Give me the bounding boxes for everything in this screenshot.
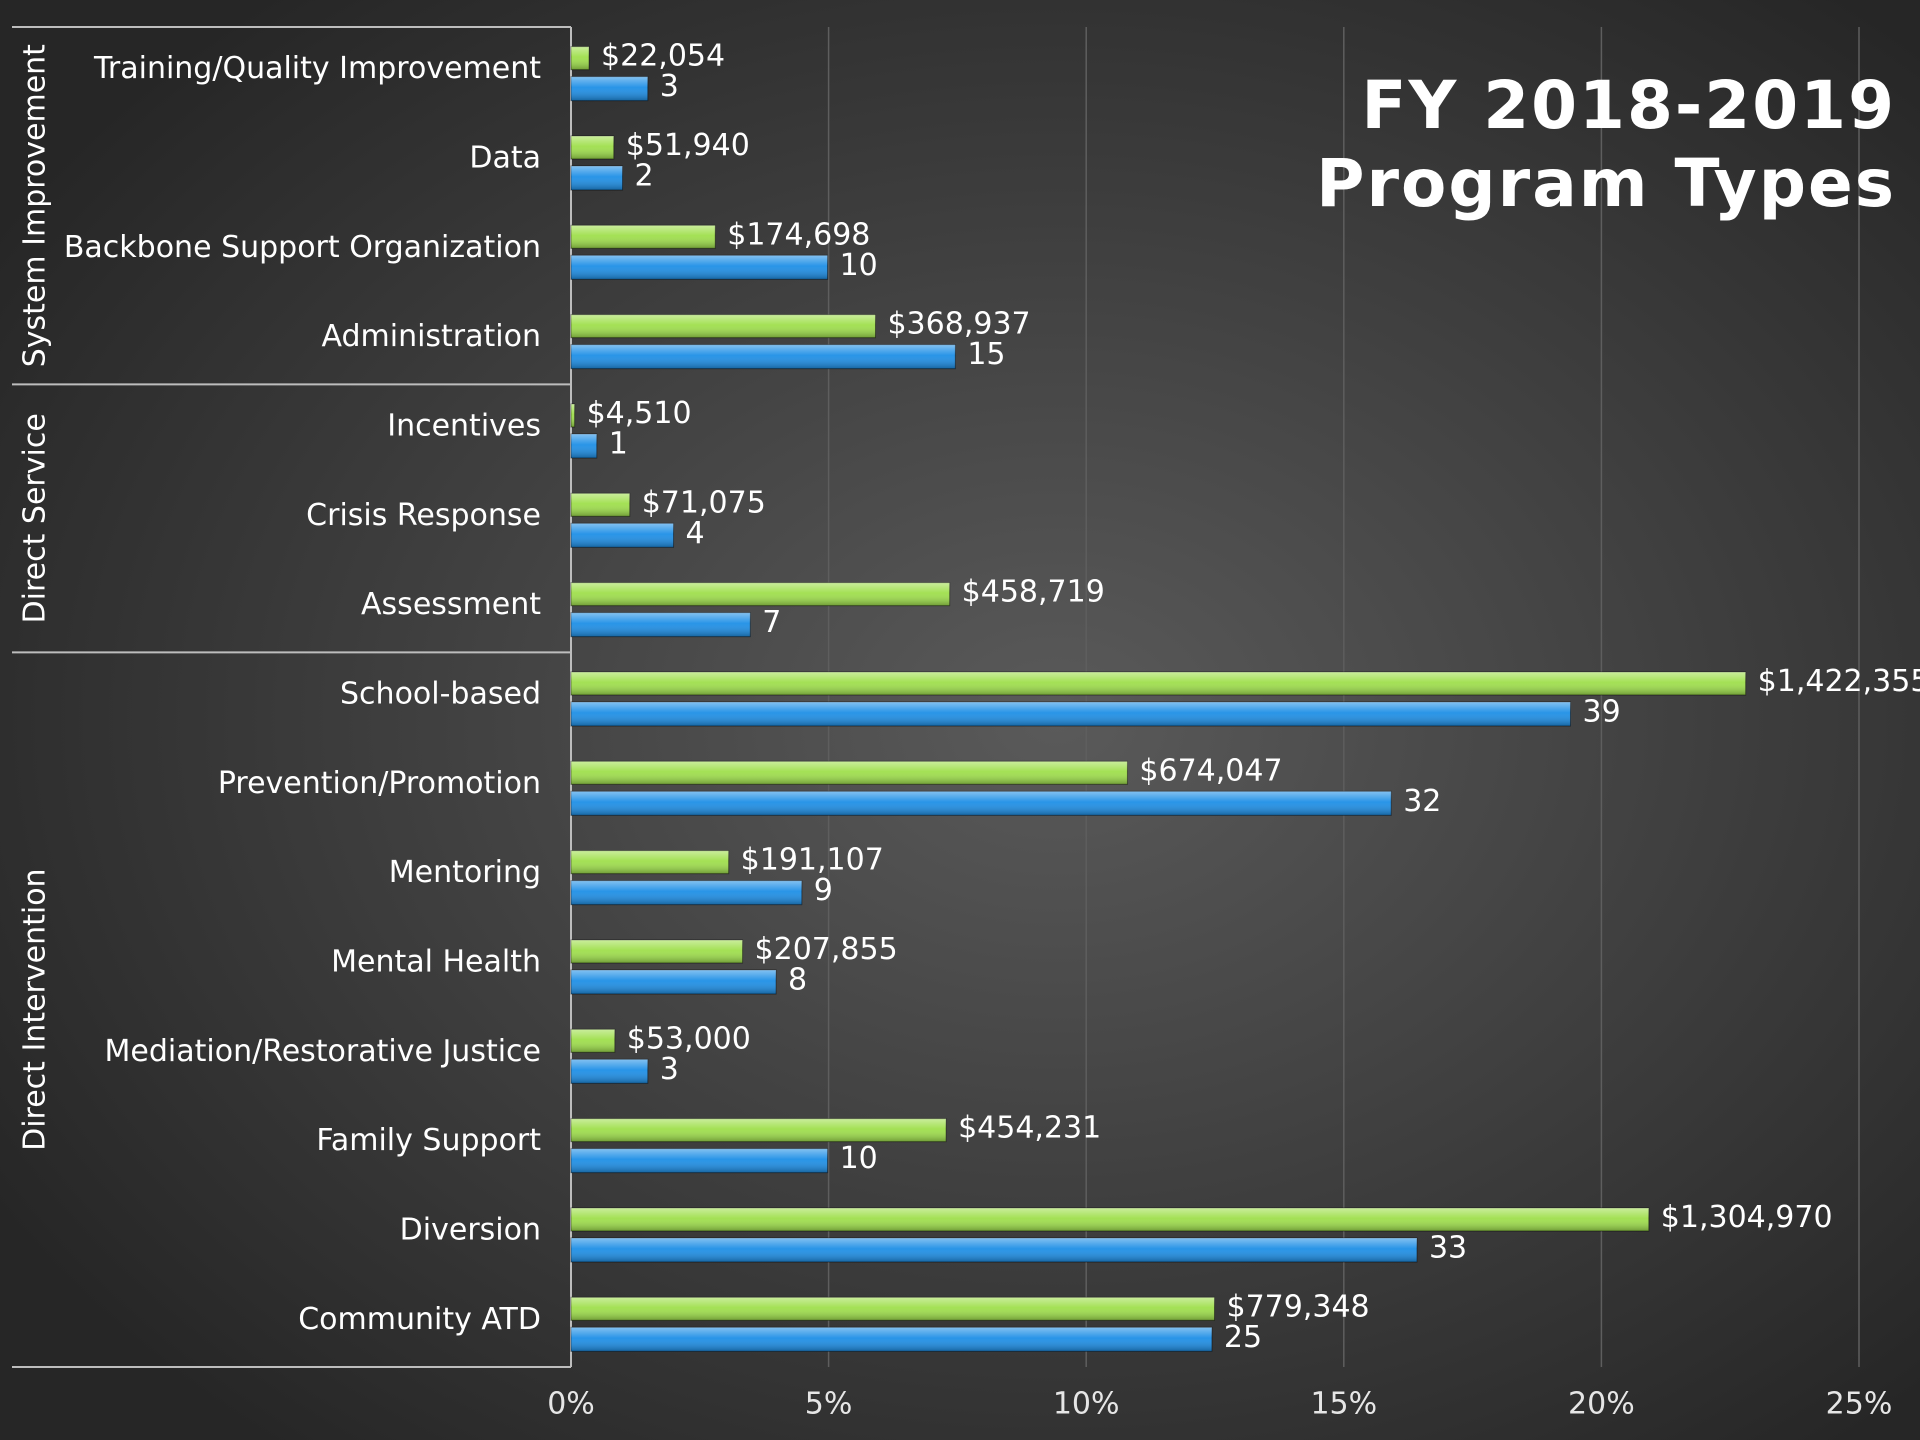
value-label: $458,719	[962, 575, 1105, 610]
value-label: $1,304,970	[1661, 1200, 1833, 1235]
bar-shine	[571, 1118, 947, 1142]
value-label: $22,054	[601, 39, 725, 74]
category-label: Diversion	[400, 1213, 541, 1248]
bar-shine	[571, 940, 743, 963]
x-tick-label: 10%	[1053, 1387, 1120, 1422]
value-label: $53,000	[627, 1021, 751, 1056]
value-label: 4	[686, 516, 705, 551]
category-label: Incentives	[387, 409, 541, 444]
value-label: $1,422,355	[1758, 664, 1920, 699]
bar-shine	[571, 672, 1746, 695]
value-label: $454,231	[958, 1111, 1101, 1146]
category-label: Mediation/Restorative Justice	[105, 1034, 541, 1069]
bar-shine	[571, 1059, 648, 1084]
value-label: 33	[1429, 1231, 1467, 1266]
category-label: Prevention/Promotion	[218, 766, 541, 801]
value-label: 32	[1403, 784, 1441, 819]
value-label: 7	[762, 605, 781, 640]
value-label: 9	[814, 873, 833, 908]
chart-title: FY 2018-2019	[1361, 67, 1896, 144]
bar-shine	[571, 1297, 1215, 1321]
value-label: $174,698	[727, 217, 870, 252]
value-label: $51,940	[626, 128, 750, 163]
value-label: 3	[660, 1052, 679, 1087]
value-label: $368,937	[887, 307, 1030, 342]
bar-shine	[571, 880, 802, 905]
category-label: Community ATD	[298, 1302, 541, 1337]
value-label: 10	[840, 248, 878, 283]
category-label: Crisis Response	[306, 498, 541, 533]
bar-shine	[571, 702, 1571, 726]
value-label: 1	[609, 427, 628, 462]
bar-shine	[571, 46, 590, 70]
bar-shine	[571, 1238, 1417, 1262]
bar-shine	[571, 582, 950, 606]
chart-title: Program Types	[1316, 145, 1896, 222]
group-label: Direct Intervention	[18, 868, 53, 1150]
value-label: $191,107	[741, 843, 884, 878]
category-label: Assessment	[361, 587, 541, 622]
bar-shine	[571, 612, 751, 637]
bar-shine	[571, 761, 1128, 785]
value-label: 15	[967, 337, 1005, 372]
value-label: $674,047	[1139, 753, 1282, 788]
group-label: Direct Service	[18, 413, 53, 623]
category-frame	[12, 26, 572, 1368]
bar-shine	[571, 255, 828, 280]
bar-shine	[571, 1327, 1212, 1352]
bar-shine	[571, 970, 777, 994]
category-label: Mentoring	[389, 855, 541, 890]
labels: 0% 5% 10% 15% 20% 25% Training/Quality Improve…	[18, 39, 1920, 1422]
bar-shine	[571, 850, 729, 874]
value-label: $207,855	[755, 932, 898, 967]
bar-shine	[571, 791, 1392, 816]
bar-shine	[571, 136, 614, 159]
value-label: 2	[635, 159, 654, 194]
x-tick-label: 15%	[1310, 1387, 1377, 1422]
x-tick-label: 25%	[1826, 1387, 1893, 1422]
x-tick-label: 5%	[805, 1387, 853, 1422]
category-label: Backbone Support Organization	[64, 230, 541, 265]
category-label: School-based	[340, 677, 541, 712]
bar-shine	[571, 314, 876, 338]
category-label: Data	[469, 141, 541, 176]
bar-shine	[571, 1029, 615, 1053]
bar-shine	[571, 493, 630, 517]
category-label: Family Support	[316, 1123, 541, 1158]
group-label: System Improvement	[18, 44, 53, 367]
value-label: $71,075	[642, 485, 766, 520]
value-label: 25	[1224, 1320, 1262, 1355]
x-tick-label: 0%	[547, 1387, 595, 1422]
bar-shine	[571, 344, 956, 369]
bar-shine	[571, 1208, 1649, 1231]
bar-shine	[571, 404, 575, 427]
category-label: Training/Quality Improvement	[93, 51, 541, 86]
value-label: $4,510	[587, 396, 692, 431]
bar-shine	[571, 225, 716, 249]
value-label: $779,348	[1226, 1289, 1369, 1324]
value-label: 3	[660, 69, 679, 104]
bar-shine	[571, 434, 597, 458]
bar-shine	[571, 1148, 828, 1173]
value-label: 10	[840, 1141, 878, 1176]
x-tick-label: 20%	[1568, 1387, 1635, 1422]
bar-shine	[571, 166, 623, 190]
bar-shine	[571, 76, 648, 101]
bars	[570, 46, 1747, 1352]
category-label: Mental Health	[331, 945, 541, 980]
category-label: Administration	[321, 319, 541, 354]
value-label: 8	[788, 963, 807, 998]
bar-shine	[571, 523, 674, 548]
value-label: 39	[1582, 695, 1620, 730]
